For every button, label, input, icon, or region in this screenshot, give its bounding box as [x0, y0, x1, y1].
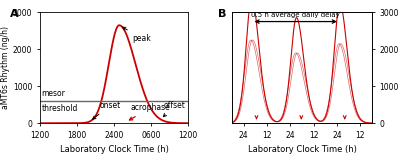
X-axis label: Laboratory Clock Time (h): Laboratory Clock Time (h): [248, 145, 356, 154]
Text: B: B: [218, 9, 226, 19]
Text: threshold: threshold: [42, 104, 78, 113]
Text: acrophase: acrophase: [130, 103, 170, 120]
Text: onset: onset: [93, 101, 121, 119]
Text: A: A: [10, 9, 19, 19]
Text: mesor: mesor: [42, 89, 65, 98]
Y-axis label: aMT6s Rhythm (ng/h): aMT6s Rhythm (ng/h): [1, 26, 10, 109]
Text: peak: peak: [122, 27, 151, 43]
Text: 0.5 h average daily delay: 0.5 h average daily delay: [251, 12, 340, 18]
Text: offset: offset: [163, 101, 186, 117]
X-axis label: Laboratory Clock Time (h): Laboratory Clock Time (h): [60, 145, 168, 154]
